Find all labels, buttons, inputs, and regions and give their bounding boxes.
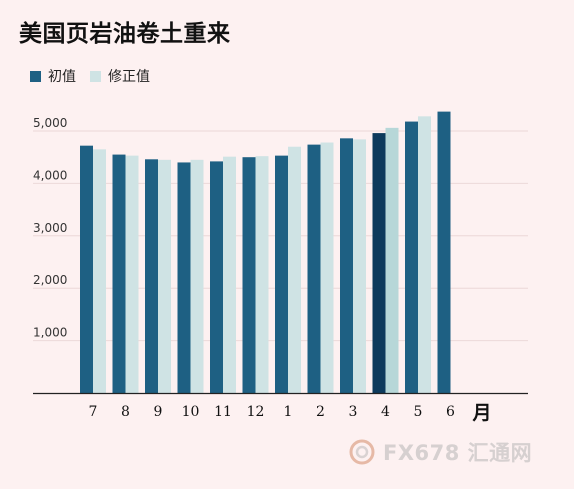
bar-initial-8	[112, 154, 126, 393]
bar-revised-5	[418, 116, 431, 393]
x-tick-label: 2	[316, 404, 325, 420]
x-tick-label: 11	[214, 404, 232, 420]
bar-initial-2	[307, 144, 321, 393]
y-tick-label: 4,000	[33, 168, 67, 182]
legend-label-revised: 修正值	[108, 69, 150, 85]
x-tick-label: 9	[154, 404, 163, 420]
bar-revised-8	[125, 155, 139, 393]
bar-initial-3	[340, 138, 353, 393]
bar-initial-10	[177, 162, 191, 393]
y-tick-label: 2,000	[33, 273, 67, 287]
x-axis-labels: 7 8 9 10 11 12 1 2 3 4 5 6	[89, 404, 456, 420]
bar-initial-11	[210, 161, 223, 393]
bar-initial-5	[405, 121, 418, 394]
x-tick-label: 12	[247, 404, 265, 420]
y-tick-label: 1,000	[33, 326, 67, 340]
bar-initial-7	[80, 145, 93, 393]
bar-initial-1	[275, 155, 288, 393]
bar-revised-7	[93, 149, 106, 393]
x-tick-label: 10	[182, 404, 200, 420]
bar-initial-9	[145, 159, 158, 393]
bar-revised-11	[223, 156, 236, 393]
bar-revised-10	[190, 159, 204, 393]
y-tick-label: 3,000	[33, 221, 67, 235]
legend-swatch-revised	[90, 70, 101, 82]
watermark-text: FX678 汇通网	[383, 441, 533, 465]
y-axis-labels: 1,000 2,000 3,000 4,000 5,000	[33, 116, 67, 340]
x-tick-label: 6	[446, 404, 455, 420]
bar-revised-12	[255, 156, 269, 393]
legend-swatch-initial	[30, 70, 41, 82]
y-tick-label: 5,000	[33, 116, 67, 130]
bar-revised-1	[288, 146, 301, 393]
bar-revised-2	[320, 142, 334, 393]
chart-title: 美国页岩油卷土重来	[19, 21, 231, 47]
legend-label-initial: 初值	[48, 69, 76, 85]
watermark: FX678 汇通网	[349, 437, 532, 467]
x-tick-label: 7	[89, 404, 98, 420]
x-tick-label: 3	[349, 404, 358, 420]
x-tick-label: 1	[284, 404, 293, 420]
legend-item-revised: 修正值	[90, 66, 150, 86]
bar-revised-9	[158, 159, 171, 393]
bar-initial-6	[437, 111, 451, 393]
bar-initial-12	[242, 157, 256, 393]
bar-revised-4	[385, 127, 399, 393]
x-tick-label: 4	[381, 404, 390, 420]
x-axis-unit-label: 月	[471, 402, 491, 424]
chart-legend: 初值 修正值	[30, 66, 164, 86]
x-tick-label: 8	[121, 404, 130, 420]
chart-bars	[80, 111, 451, 394]
x-tick-label: 5	[414, 404, 423, 420]
bar-initial-4	[372, 133, 386, 393]
fx678-logo-icon	[349, 439, 375, 465]
legend-item-initial: 初值	[30, 66, 76, 86]
bar-revised-3	[353, 139, 366, 393]
